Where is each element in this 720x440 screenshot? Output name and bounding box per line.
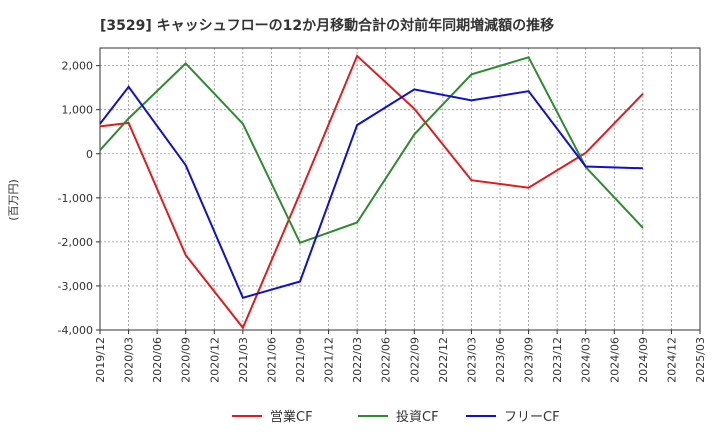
series-line-3 — [99, 85, 643, 300]
series-line-2 — [99, 56, 644, 245]
x-tick-label: 2025/03 — [694, 337, 707, 383]
plot-frame — [99, 47, 701, 331]
x-tick-label: 2024/03 — [580, 337, 593, 383]
x-tick-label: 2020/09 — [180, 337, 193, 383]
y-tick-label: -1,000 — [58, 192, 93, 205]
x-tick-label: 2024/12 — [665, 337, 678, 383]
x-axis: 2019/12 2020/03 2020/06 2020/09 2020/12 2021/… — [94, 330, 707, 383]
x-tick-label: 2022/06 — [380, 337, 393, 383]
y-tick-label: 1,000 — [62, 104, 94, 117]
x-tick-label: 2020/06 — [151, 337, 164, 383]
x-tick-label: 2022/03 — [351, 337, 364, 383]
x-tick-label: 2021/12 — [323, 337, 336, 383]
y-axis-label: (百万円) — [7, 179, 20, 221]
y-tick-label: -4,000 — [58, 324, 93, 337]
x-tick-label: 2021/09 — [294, 337, 307, 383]
x-tick-label: 2024/09 — [637, 337, 650, 383]
x-tick-label: 2023/12 — [551, 337, 564, 383]
legend: 営業CF 投資CF フリーCF — [232, 409, 560, 425]
x-tick-label: 2021/06 — [265, 337, 278, 383]
x-tick-label: 2024/06 — [608, 337, 621, 383]
x-tick-label: 2022/09 — [408, 337, 421, 383]
x-tick-label: 2023/06 — [494, 337, 507, 383]
y-tick-label: -2,000 — [58, 236, 93, 249]
legend-label: フリーCF — [504, 410, 560, 425]
legend-label: 投資CF — [396, 409, 439, 425]
grid — [99, 48, 701, 331]
legend-label: 営業CF — [270, 409, 313, 425]
x-tick-label: 2019/12 — [94, 337, 107, 383]
series-line-1 — [99, 54, 644, 330]
x-tick-label: 2023/03 — [465, 337, 478, 383]
x-tick-label: 2020/03 — [123, 337, 136, 383]
x-tick-label: 2023/09 — [523, 337, 536, 383]
x-tick-label: 2021/03 — [237, 337, 250, 383]
y-tick-label: 0 — [86, 148, 93, 161]
y-tick-label: 2,000 — [62, 60, 94, 73]
series-group — [99, 54, 644, 330]
y-axis: 2,000 1,000 0 -1,000 -2,000 -3,000 -4,000 — [58, 60, 100, 337]
chart-title: [3529] キャッシュフローの12か月移動合計の対前年同期増減額の推移 — [100, 17, 554, 34]
x-tick-label: 2020/12 — [208, 337, 221, 383]
x-tick-label: 2022/12 — [437, 337, 450, 383]
y-tick-label: -3,000 — [58, 280, 93, 293]
